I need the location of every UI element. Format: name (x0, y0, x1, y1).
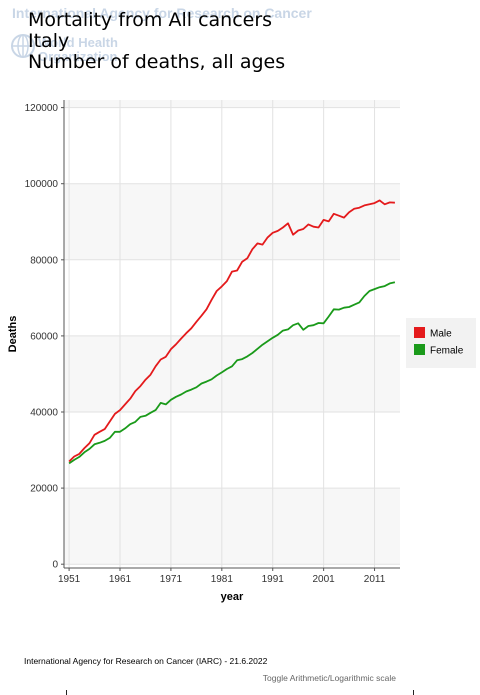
watermark-who-line2: Organization (38, 49, 118, 64)
legend-swatch-male (414, 327, 425, 338)
y-tick-label: 40000 (30, 408, 58, 419)
x-tick-label: 1991 (262, 574, 285, 585)
series-line-male (68, 199, 395, 463)
legend-swatch-female (414, 344, 425, 355)
mortality-line-chart: 0 20000 40000 60000 80000 100000 120000 1951 196… (7, 100, 476, 603)
watermark-agency-text: International Agency for Research on Can… (12, 5, 312, 21)
y-tick-label: 80000 (30, 255, 58, 266)
grid-band (64, 183, 400, 260)
x-tick-label: 1951 (58, 574, 81, 585)
iarc-who-watermark: International Agency for Research on Can… (8, 2, 312, 64)
title-line-2: Italy (28, 30, 70, 52)
x-tick-label: 1961 (109, 574, 132, 585)
toggle-scale-link[interactable]: Toggle Arithmetic/Logarithmic scale (262, 673, 396, 683)
x-tick-label: 1981 (211, 574, 234, 585)
y-tick-label: 0 (52, 560, 58, 571)
title-line-3: Number of deaths, all ages (28, 51, 286, 73)
legend-label-female: Female (430, 346, 464, 357)
footer-credit: International Agency for Research on Can… (24, 656, 268, 666)
y-tick-label: 20000 (30, 484, 58, 495)
who-globe-icon (11, 34, 35, 58)
grid-band (64, 100, 400, 108)
bottom-divider (66, 690, 414, 695)
y-axis-title: Deaths (7, 316, 19, 353)
legend-box (406, 318, 476, 368)
x-tick-label: 1971 (160, 574, 183, 585)
y-tick-label: 60000 (30, 331, 58, 342)
x-tick-label: 2001 (313, 574, 336, 585)
y-tick-label: 100000 (25, 179, 59, 190)
legend-label-male: Male (430, 329, 452, 340)
x-axis-title: year (221, 591, 244, 603)
chart-title: Mortality from All cancers Italy Number … (28, 10, 285, 73)
x-tick-label: 2011 (364, 574, 386, 585)
watermark-who-line1: World Health (38, 35, 118, 50)
title-line-1: Mortality from All cancers (28, 9, 273, 31)
grid-band (64, 335, 400, 412)
grid-band (64, 488, 400, 565)
y-tick-label: 120000 (25, 103, 59, 114)
series-line-female (68, 281, 396, 465)
